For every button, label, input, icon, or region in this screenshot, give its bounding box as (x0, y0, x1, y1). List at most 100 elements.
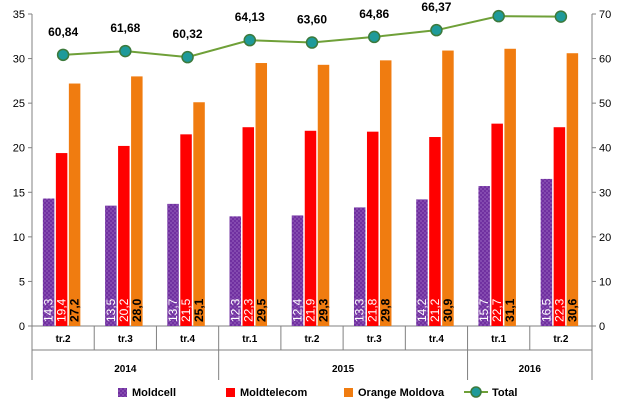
y-left-tick-label: 0 (19, 321, 25, 333)
y-right-tick-label: 70 (599, 9, 611, 21)
moldtelecom-bar-label: 22,7 (490, 298, 504, 322)
moldcell-bar-label: 13,3 (353, 298, 367, 322)
moldcell-bar (353, 207, 366, 326)
y-right-tick-label: 20 (599, 232, 611, 244)
category-label: tr.2 (56, 334, 71, 345)
total-point (243, 33, 257, 47)
y-right-tick-label: 30 (599, 187, 611, 199)
moldcell-bar (167, 203, 179, 326)
moldtelecom-bar (366, 131, 379, 326)
moldcell-bar-label: 16,5 (539, 298, 553, 322)
orange-moldova-bar-label: 29,8 (379, 298, 393, 322)
total-label: 61,68 (110, 21, 140, 35)
y-right-tick-label: 60 (599, 54, 611, 66)
orange-moldova-bar (504, 48, 516, 326)
category-label: tr.3 (367, 334, 382, 345)
legend: Moldcell Moldtelecom Orange Moldova Total (118, 386, 517, 399)
moldtelecom-bar (491, 123, 503, 326)
total-point (367, 30, 381, 44)
orange-moldova-bar (68, 83, 81, 326)
orange-moldova-bar-label: 29,5 (254, 298, 268, 322)
orange-moldova-bar (317, 64, 330, 326)
legend-label-moldtelecom: Moldtelecom (240, 387, 307, 399)
moldtelecom-bar-label: 22,3 (241, 298, 255, 322)
y-left-tick-label: 5 (19, 276, 25, 288)
orange-moldova-bar (566, 53, 579, 326)
moldtelecom-bar (180, 134, 192, 326)
moldtelecom-bar-label: 22,3 (552, 298, 566, 322)
y-right-tick-label: 10 (599, 276, 611, 288)
total-label: 66,37 (421, 0, 451, 14)
moldtelecom-bar-label: 21,9 (304, 298, 318, 322)
year-label: 2016 (519, 364, 542, 375)
total-label: 64,13 (235, 10, 265, 24)
moldcell-bar-label: 15,7 (477, 298, 491, 322)
y-left-tick-label: 10 (13, 232, 25, 244)
y-right-tick-label: 50 (599, 98, 611, 110)
total-point (181, 50, 194, 64)
orange-moldova-bar-label: 25,1 (192, 298, 206, 322)
legend-label-moldcell: Moldcell (132, 387, 176, 399)
legend-swatch-moldcell (118, 388, 127, 397)
moldcell-bar-label: 14,2 (415, 298, 429, 322)
y-left-tick-label: 30 (13, 54, 25, 66)
moldtelecom-bar (429, 137, 441, 326)
year-label: 2014 (114, 364, 137, 375)
orange-moldova-bar (442, 50, 454, 326)
orange-moldova-bar (255, 63, 268, 327)
total-point (554, 10, 568, 23)
moldtelecom-bar-label: 21,8 (366, 298, 380, 322)
orange-moldova-bar (131, 76, 143, 327)
category-label: tr.2 (553, 334, 568, 345)
moldcell-bar (291, 215, 304, 326)
total-point (305, 36, 319, 49)
moldtelecom-bar-label: 21,2 (428, 298, 442, 322)
category-label: tr.3 (118, 334, 133, 345)
moldcell-bar-label: 14,3 (42, 298, 56, 322)
legend-label-total: Total (492, 387, 517, 399)
total-point (119, 44, 132, 58)
moldtelecom-bar (304, 130, 317, 326)
moldcell-bar-label: 13,7 (166, 298, 180, 322)
year-label: 2015 (332, 364, 355, 375)
total-point (492, 9, 505, 23)
total-point (56, 48, 70, 62)
orange-moldova-bar (193, 102, 205, 326)
moldtelecom-bar (242, 127, 255, 326)
category-label: tr.4 (180, 334, 195, 345)
orange-moldova-bar-label: 28,0 (130, 298, 144, 322)
moldtelecom-bar-label: 21,5 (179, 298, 193, 322)
orange-moldova-bar-label: 29,3 (317, 298, 331, 322)
orange-moldova-bar-label: 27,2 (68, 298, 82, 322)
category-label: tr.4 (429, 334, 444, 345)
moldcell-bar (229, 216, 242, 326)
total-label: 64,86 (359, 7, 389, 21)
y-right-tick-label: 40 (599, 143, 611, 155)
moldcell-bar (416, 199, 428, 326)
total-label: 60,32 (173, 27, 203, 41)
total-point (430, 23, 443, 37)
orange-moldova-bar-label: 31,1 (503, 298, 517, 322)
moldtelecom-bar (553, 127, 566, 326)
legend-marker-total (470, 386, 482, 398)
total-label: 69,42 (546, 0, 576, 1)
y-right-tick-label: 0 (599, 321, 605, 333)
total-label: 63,60 (297, 13, 327, 27)
orange-moldova-bar-label: 30,6 (565, 298, 579, 322)
moldcell-bar (42, 198, 55, 326)
category-label: tr.2 (304, 334, 319, 345)
legend-swatch-moldtelecom (226, 388, 235, 397)
category-label: tr.1 (491, 334, 506, 345)
moldtelecom-bar (118, 145, 130, 326)
orange-moldova-bar-label: 30,9 (441, 298, 455, 322)
moldcell-bar-label: 12,3 (228, 298, 242, 322)
y-left-tick-label: 35 (13, 9, 25, 21)
moldcell-bar (540, 178, 553, 326)
category-label: tr.1 (242, 334, 257, 345)
moldcell-bar-label: 13,5 (104, 298, 118, 322)
legend-swatch-orange-moldova (344, 388, 353, 397)
moldtelecom-bar-label: 19,4 (55, 298, 69, 322)
moldcell-bar (105, 205, 117, 326)
moldcell-bar (478, 186, 490, 326)
